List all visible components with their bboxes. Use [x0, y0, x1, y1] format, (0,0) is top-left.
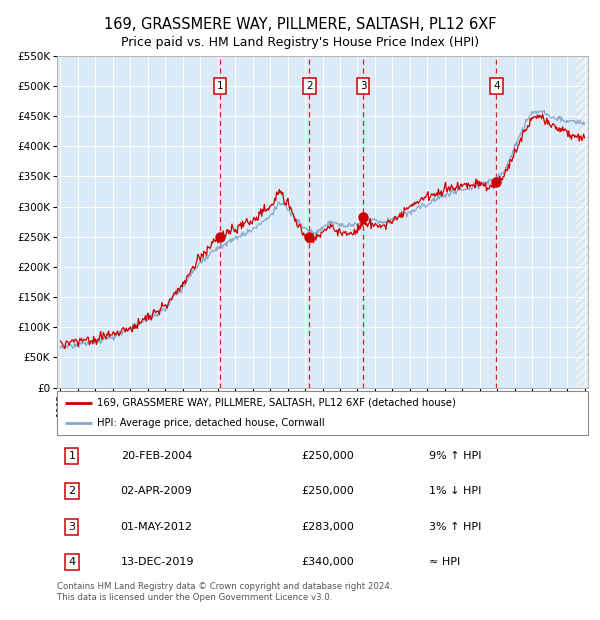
Text: Price paid vs. HM Land Registry's House Price Index (HPI): Price paid vs. HM Land Registry's House … — [121, 36, 479, 49]
Text: 3: 3 — [68, 521, 76, 532]
Text: 169, GRASSMERE WAY, PILLMERE, SALTASH, PL12 6XF: 169, GRASSMERE WAY, PILLMERE, SALTASH, P… — [104, 17, 496, 32]
Text: 02-APR-2009: 02-APR-2009 — [121, 486, 193, 497]
Text: £250,000: £250,000 — [301, 486, 354, 497]
Text: 20-FEB-2004: 20-FEB-2004 — [121, 451, 192, 461]
Text: 2: 2 — [306, 81, 313, 91]
Text: 4: 4 — [68, 557, 76, 567]
Text: 1% ↓ HPI: 1% ↓ HPI — [428, 486, 481, 497]
Text: 3% ↑ HPI: 3% ↑ HPI — [428, 521, 481, 532]
Text: 3: 3 — [360, 81, 367, 91]
Text: HPI: Average price, detached house, Cornwall: HPI: Average price, detached house, Corn… — [97, 418, 325, 428]
Text: ≈ HPI: ≈ HPI — [428, 557, 460, 567]
Text: 169, GRASSMERE WAY, PILLMERE, SALTASH, PL12 6XF (detached house): 169, GRASSMERE WAY, PILLMERE, SALTASH, P… — [97, 397, 456, 408]
Text: 01-MAY-2012: 01-MAY-2012 — [121, 521, 193, 532]
Text: £340,000: £340,000 — [301, 557, 354, 567]
Text: 4: 4 — [493, 81, 500, 91]
FancyBboxPatch shape — [57, 391, 588, 435]
Text: 9% ↑ HPI: 9% ↑ HPI — [428, 451, 481, 461]
Text: 1: 1 — [217, 81, 223, 91]
Text: 1: 1 — [68, 451, 76, 461]
Text: £283,000: £283,000 — [301, 521, 354, 532]
Text: £250,000: £250,000 — [301, 451, 354, 461]
Text: 2: 2 — [68, 486, 76, 497]
Bar — [576, 56, 593, 388]
Text: Contains HM Land Registry data © Crown copyright and database right 2024.
This d: Contains HM Land Registry data © Crown c… — [57, 582, 392, 603]
Text: 13-DEC-2019: 13-DEC-2019 — [121, 557, 194, 567]
